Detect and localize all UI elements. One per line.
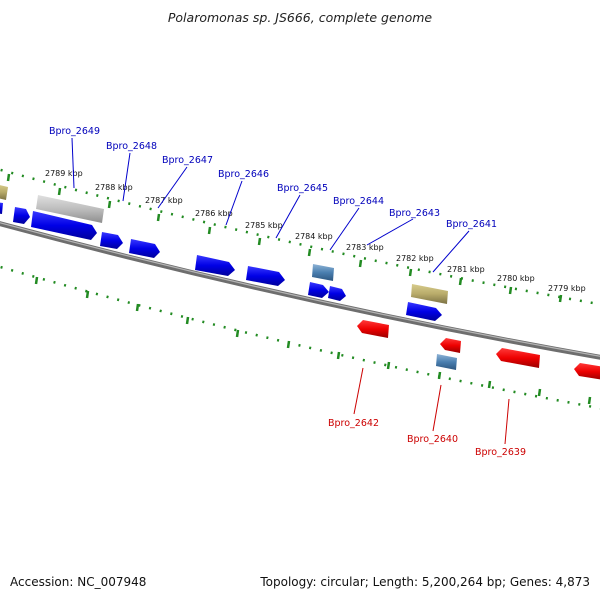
gene-label-bpro-2640[interactable]: Bpro_2640: [407, 434, 458, 445]
genome-backbone: [0, 221, 600, 360]
gene-forward[interactable]: [246, 266, 285, 286]
gene-forward[interactable]: [13, 207, 30, 224]
feature-khaki-bpro-2641[interactable]: [411, 284, 448, 304]
accession-label: Accession: NC_007948: [10, 575, 147, 589]
feature-gray-bpro-2649[interactable]: [36, 195, 104, 223]
kbp-label: 2779 kbp: [548, 284, 586, 293]
forward-leader-lines: [71, 137, 470, 273]
kbp-label: 2786 kbp: [195, 209, 233, 218]
gene-label-bpro-2648[interactable]: Bpro_2648: [106, 141, 157, 152]
gene-reverse[interactable]: [440, 338, 461, 353]
feature-steel-bpro-2640[interactable]: [436, 354, 457, 370]
gene-forward[interactable]: [195, 255, 235, 276]
gene-reverse[interactable]: [574, 363, 600, 380]
gene-label-bpro-2646[interactable]: Bpro_2646: [218, 169, 269, 180]
gene-forward[interactable]: [100, 232, 123, 249]
gene-label-bpro-2643[interactable]: Bpro_2643: [389, 208, 440, 219]
genome-summary-label: Topology: circular; Length: 5,200,264 bp…: [260, 575, 590, 589]
gene-forward[interactable]: [328, 286, 346, 301]
gene-label-bpro-2647[interactable]: Bpro_2647: [162, 155, 213, 166]
kbp-label: 2782 kbp: [396, 254, 434, 263]
kbp-label: 2784 kbp: [295, 232, 333, 241]
gene-forward[interactable]: [129, 239, 160, 258]
gene-reverse[interactable]: [357, 320, 389, 338]
gene-label-bpro-2642[interactable]: Bpro_2642: [328, 418, 379, 429]
gene-label-bpro-2645[interactable]: Bpro_2645: [277, 183, 328, 194]
inner-major-ticks: [34, 276, 592, 405]
outer-major-ticks: [6, 173, 563, 303]
outer-scale-line: [0, 168, 600, 306]
gene-forward[interactable]: [0, 202, 3, 214]
map-title: Polaromonas sp. JS666, complete genome: [167, 10, 433, 25]
gene-forward[interactable]: [406, 302, 442, 321]
kbp-label: 2789 kbp: [45, 169, 83, 178]
gene-reverse[interactable]: [496, 348, 540, 368]
inner-scale-line: [0, 265, 600, 410]
kbp-label: 2785 kbp: [245, 221, 283, 230]
feature-khaki-left[interactable]: [0, 184, 8, 200]
feature-steel-bpro-2644[interactable]: [312, 264, 334, 281]
reverse-leader-lines: [353, 367, 510, 445]
kbp-label: 2780 kbp: [497, 274, 535, 283]
kbp-label: 2781 kbp: [447, 265, 485, 274]
kbp-label: 2783 kbp: [346, 243, 384, 252]
gene-label-bpro-2649[interactable]: Bpro_2649: [49, 126, 100, 137]
kbp-label: 2788 kbp: [95, 183, 133, 192]
gene-forward[interactable]: [31, 211, 97, 240]
kbp-labels: 2789 kbp 2788 kbp 2787 kbp 2786 kbp 2785…: [45, 169, 586, 293]
gene-label-bpro-2641[interactable]: Bpro_2641: [446, 219, 497, 230]
gene-forward[interactable]: [308, 282, 329, 298]
gene-label-bpro-2644[interactable]: Bpro_2644: [333, 196, 384, 207]
gene-label-bpro-2639[interactable]: Bpro_2639: [475, 447, 526, 458]
